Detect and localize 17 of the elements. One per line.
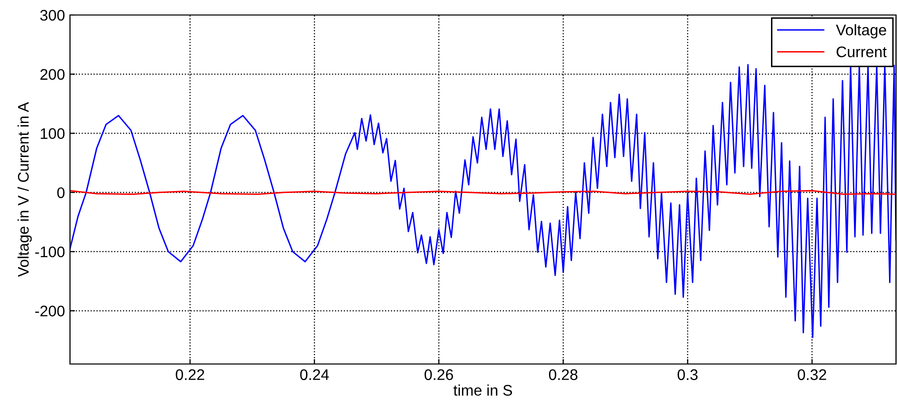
y-tick-label: 300 [40,10,65,21]
legend-label: Current [836,46,887,58]
y-axis-title: Voltage in V / Current in A [18,102,32,277]
x-tick-label: 0.26 [424,369,454,380]
y-tick-label: -200 [35,306,65,316]
x-tick-label: 0.3 [678,369,698,380]
line-series [70,64,896,338]
y-tick-label: 0 [57,187,65,198]
legend-label: Voltage [836,24,886,38]
y-tick-label: 100 [40,128,65,139]
x-axis-title: time in S [454,384,512,396]
x-tick-label: 0.24 [300,369,329,380]
y-tick-label: 200 [40,69,65,80]
y-tick-label: -100 [35,246,65,258]
x-tick-label: 0.22 [176,369,204,380]
x-tick-label: 0.32 [798,369,826,380]
x-tick-label: 0.28 [548,369,578,380]
